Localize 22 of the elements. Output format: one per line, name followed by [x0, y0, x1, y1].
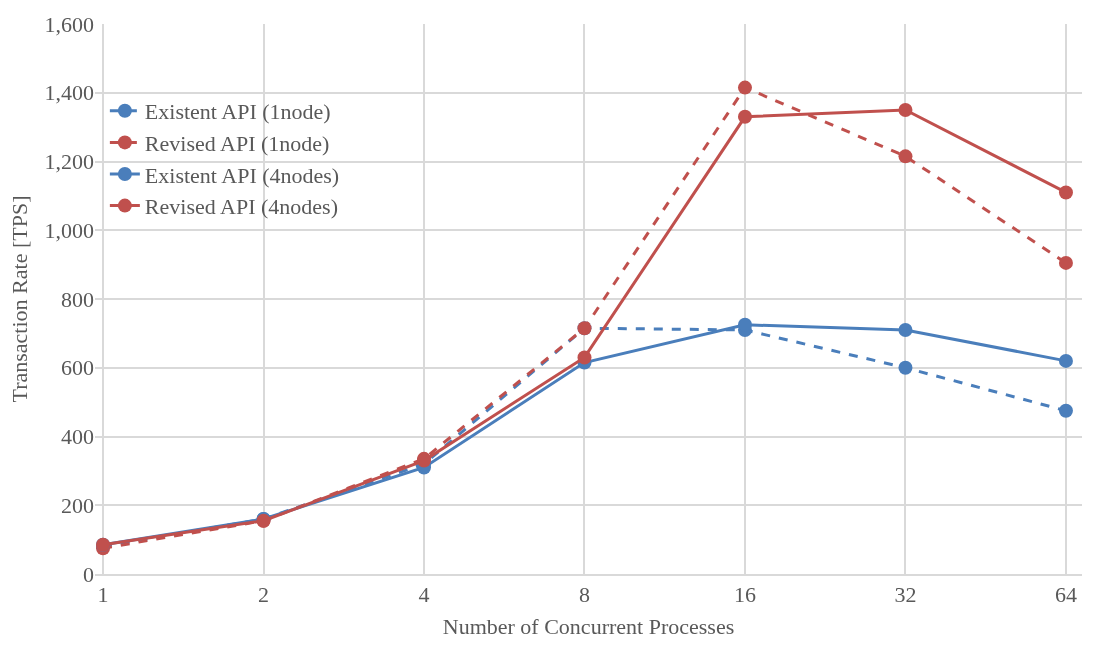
y-tick-label: 1,000: [44, 217, 94, 243]
x-tick-label: 64: [1054, 582, 1077, 608]
y-tick-label: 1,200: [44, 149, 94, 175]
y-tick-label: 1,600: [44, 11, 94, 37]
y-tick-label: 200: [61, 492, 94, 518]
legend-label: Existent API (4nodes): [144, 162, 340, 188]
y-tick-label: 1,400: [44, 80, 94, 106]
x-axis-title: Number of Concurrent Processes: [442, 613, 735, 639]
y-axis-title: Transaction Rate [TPS]: [7, 195, 33, 403]
legend-label: Revised API (1node): [144, 130, 330, 156]
x-tick-label: 32: [894, 582, 917, 608]
y-tick-label: 400: [61, 424, 94, 450]
x-tick-label: 2: [258, 582, 270, 608]
x-tick-label: 1: [97, 582, 109, 608]
x-tick-label: 8: [578, 582, 590, 608]
x-tick-label: 16: [733, 582, 756, 608]
y-tick-label: 800: [61, 286, 94, 312]
legend-label: Revised API (4nodes): [144, 194, 338, 220]
y-tick-label: 600: [61, 355, 94, 381]
y-tick-label: 0: [83, 561, 94, 587]
x-tick-label: 4: [418, 582, 430, 608]
legend-label: Existent API (1node): [144, 99, 331, 125]
